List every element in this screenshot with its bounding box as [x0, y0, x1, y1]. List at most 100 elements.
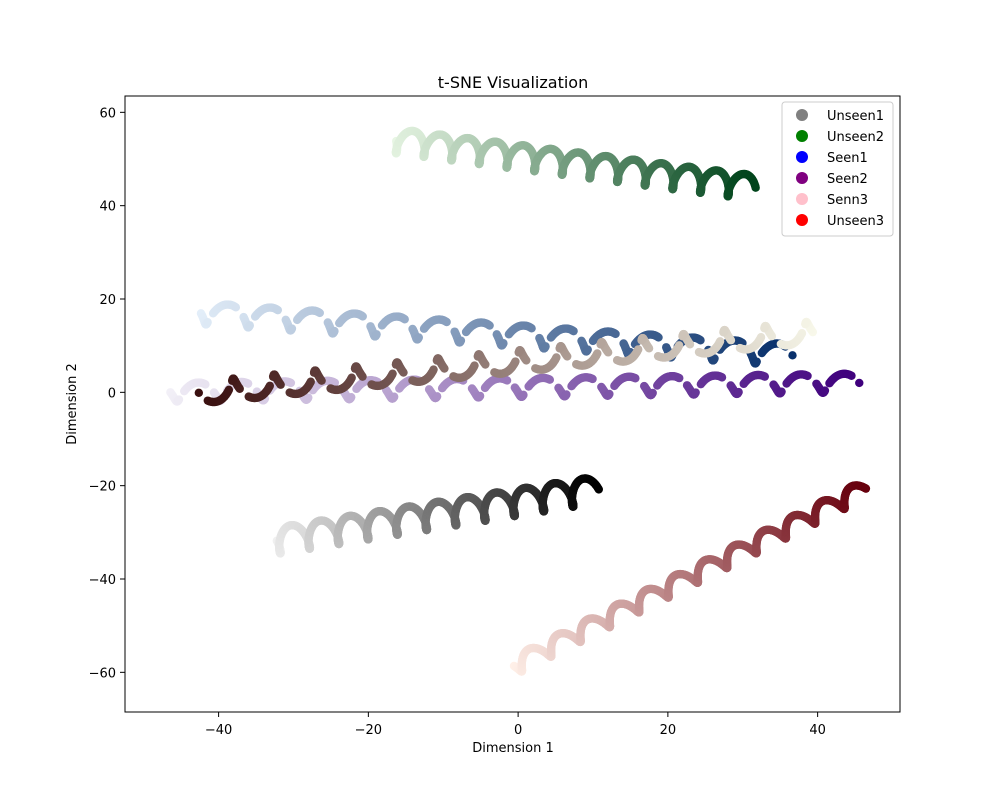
data-point [285, 388, 294, 397]
x-tick-label: 40 [809, 723, 826, 738]
data-point [228, 376, 237, 385]
series-greens [391, 126, 760, 201]
data-point [545, 375, 555, 384]
y-tick-label: −40 [89, 573, 116, 588]
data-point [734, 387, 743, 397]
data-point [490, 368, 499, 377]
y-tick-label: 20 [99, 293, 116, 308]
data-point [541, 342, 550, 351]
data-point [605, 389, 614, 399]
data-point [347, 392, 356, 402]
data-point [432, 392, 442, 401]
plot-area [124, 95, 901, 713]
data-point [594, 485, 603, 494]
data-point [414, 333, 423, 342]
data-point [350, 364, 360, 373]
data-point [499, 339, 508, 348]
legend-marker [796, 109, 808, 121]
data-point [231, 303, 241, 312]
data-point [631, 374, 640, 383]
data-point [583, 345, 592, 354]
data-point [315, 308, 324, 318]
data-point [694, 347, 704, 357]
series-blues [196, 300, 797, 368]
data-point [203, 396, 212, 405]
data-point [648, 388, 657, 398]
data-point [287, 324, 297, 333]
data-point [485, 321, 494, 330]
legend-label: Unseen3 [827, 214, 884, 229]
y-tick-label: 0 [108, 386, 116, 401]
data-point [820, 386, 830, 395]
chart-title: t-SNE Visualization [438, 73, 588, 92]
data-point [569, 326, 578, 336]
x-tick-label: −40 [205, 723, 232, 738]
data-point [358, 312, 367, 321]
legend-label: Unseen2 [827, 130, 884, 145]
data-point [717, 373, 727, 382]
data-point [719, 328, 728, 337]
data-point [801, 319, 810, 329]
data-point [243, 379, 253, 388]
data-point [847, 371, 856, 380]
data-point [654, 333, 663, 342]
data-point [527, 324, 536, 333]
data-point [372, 330, 381, 339]
data-point [788, 351, 797, 360]
data-point [432, 356, 442, 365]
data-point [760, 324, 769, 333]
data-point [367, 380, 376, 389]
data-point [475, 391, 485, 401]
data-point [309, 368, 319, 377]
legend-label: Senn3 [827, 193, 868, 208]
legend: Unseen1 Unseen2 Seen1 Seen2 Senn3 Unseen3 [781, 101, 894, 237]
data-point [691, 388, 700, 397]
data-point [244, 392, 253, 401]
data-point [678, 332, 687, 341]
data-point [611, 329, 620, 339]
data-point [588, 374, 597, 384]
data-point [555, 344, 564, 353]
legend-marker [796, 130, 808, 142]
data-point [389, 392, 399, 401]
data-point [449, 372, 458, 381]
legend-marker [796, 214, 808, 226]
x-tick-label: 20 [660, 723, 677, 738]
y-tick-label: −60 [89, 666, 116, 681]
data-point [760, 372, 769, 381]
data-point [752, 357, 761, 366]
data-point [861, 484, 871, 493]
legend-label: Seen2 [827, 172, 868, 187]
data-point [596, 340, 605, 349]
data-point [456, 336, 466, 345]
data-point [245, 321, 254, 330]
data-point [653, 351, 663, 361]
data-point [777, 387, 786, 396]
data-point [572, 360, 581, 369]
data-point [330, 326, 339, 336]
data-point [400, 315, 409, 324]
data-point [531, 364, 540, 373]
data-point [519, 390, 528, 400]
data-point [391, 360, 401, 369]
data-point [473, 352, 483, 361]
data-layer [166, 126, 871, 676]
x-tick-label: −20 [355, 723, 382, 738]
data-point [286, 378, 296, 388]
data-point [514, 348, 523, 357]
data-point [273, 305, 283, 315]
y-tick-label: 60 [99, 106, 116, 121]
data-point [408, 376, 417, 385]
data-point [675, 373, 684, 383]
data-point [612, 356, 622, 365]
y-tick-label: 40 [99, 200, 116, 215]
data-point [562, 390, 571, 399]
data-point [637, 336, 646, 345]
legend-label: Seen1 [827, 151, 868, 166]
data-point [194, 388, 204, 398]
legend-marker [796, 151, 808, 163]
data-point [751, 183, 760, 192]
legend-label: Unseen1 [827, 109, 884, 124]
x-axis-label: Dimension 1 [472, 741, 554, 756]
